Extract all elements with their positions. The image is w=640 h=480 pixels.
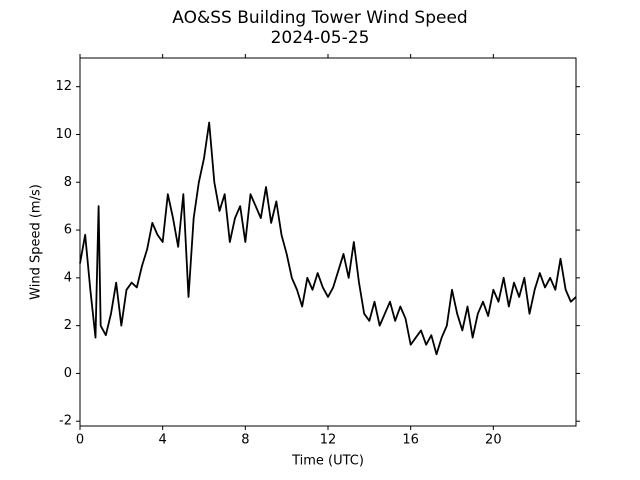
data-line	[79, 121, 577, 356]
chart-title: AO&SS Building Tower Wind Speed	[172, 8, 467, 28]
x-tick-label: 0	[76, 433, 84, 448]
x-tick-label: 12	[320, 433, 337, 448]
y-tick-label: 4	[64, 270, 72, 285]
y-axis-label: Wind Speed (m/s)	[29, 184, 44, 300]
x-tick-label: 4	[159, 433, 167, 448]
y-tick-label: 8	[64, 175, 72, 190]
y-tick-label: 12	[55, 79, 72, 94]
y-tick-label: 0	[64, 366, 72, 381]
x-tick-label: 16	[402, 433, 419, 448]
x-tick-label: 20	[485, 433, 502, 448]
y-tick-label: 6	[64, 223, 72, 238]
plot-frame	[79, 57, 577, 427]
chart-subtitle: 2024-05-25	[271, 28, 370, 48]
y-tick-label: -2	[59, 414, 72, 429]
y-tick-label: 2	[64, 318, 72, 333]
y-tick-label: 10	[55, 127, 72, 142]
x-tick-label: 8	[241, 433, 249, 448]
x-axis-label: Time (UTC)	[291, 454, 364, 469]
